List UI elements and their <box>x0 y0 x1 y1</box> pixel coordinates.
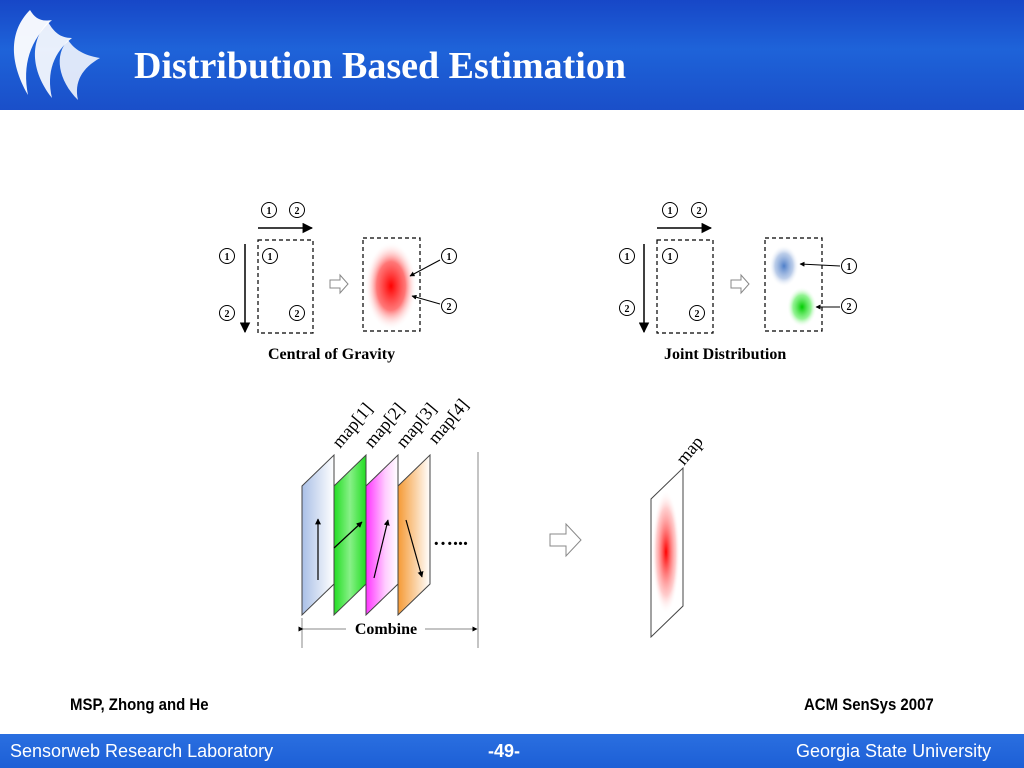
pointer-arrow <box>799 261 841 267</box>
slide-title: Distribution Based Estimation <box>134 45 626 87</box>
sensor-grid-box <box>257 239 314 334</box>
node-x2: 2 <box>691 202 707 218</box>
page-number: -49- <box>488 741 521 761</box>
central-of-gravity-panel: 1 2 1 2 1 2 1 2 <box>219 202 457 334</box>
node-x2: 2 <box>289 202 305 218</box>
node-x1: 1 <box>261 202 277 218</box>
map-layer-4 <box>397 453 431 617</box>
map-stack: map[1] map[2] map[3] map[4] …... Combine… <box>298 395 707 648</box>
result-map-label: map <box>672 432 707 469</box>
arrow-right-icon <box>730 273 750 295</box>
green-distribution-blob <box>787 287 817 327</box>
svg-text:2: 2 <box>225 309 230 320</box>
gsu-flame-logo <box>13 10 100 100</box>
svg-text:1: 1 <box>625 252 630 263</box>
title-bar: Distribution Based Estimation <box>0 0 1024 110</box>
track-arrow <box>373 519 390 579</box>
node-target-2: 2 <box>441 298 457 314</box>
node-y1: 1 <box>619 248 635 264</box>
track-arrow <box>333 521 363 549</box>
svg-text:2: 2 <box>695 309 700 320</box>
pointer-arrow <box>411 294 441 305</box>
combine-label: Combine <box>355 621 417 638</box>
node-inner-1: 1 <box>262 248 278 264</box>
map-layer-2 <box>333 453 367 617</box>
arrow-right-icon <box>549 522 582 558</box>
blue-distribution-blob <box>769 245 799 287</box>
caption-central-of-gravity: Central of Gravity <box>268 346 396 363</box>
map-layer-3 <box>365 453 399 617</box>
node-y1: 1 <box>219 248 235 264</box>
node-target-2: 2 <box>841 298 857 314</box>
svg-text:2: 2 <box>447 302 452 313</box>
svg-text:2: 2 <box>697 206 702 217</box>
svg-text:1: 1 <box>668 252 673 263</box>
node-inner-2: 2 <box>689 305 705 321</box>
svg-text:2: 2 <box>295 206 300 217</box>
svg-text:2: 2 <box>625 304 630 315</box>
svg-text:1: 1 <box>447 252 452 263</box>
authors-note: MSP, Zhong and He <box>70 695 209 714</box>
estimation-diagram: 1 2 1 2 1 2 1 2 1 2 1 2 1 2 1 2 <box>219 202 857 648</box>
node-inner-1: 1 <box>662 248 678 264</box>
svg-text:1: 1 <box>225 252 230 263</box>
pointer-arrow <box>409 259 441 277</box>
node-target-1: 1 <box>841 258 857 274</box>
sensor-grid-box <box>656 239 714 334</box>
estimate-box <box>362 237 421 332</box>
conference-note: ACM SenSys 2007 <box>804 695 934 714</box>
node-x1: 1 <box>662 202 678 218</box>
ellipsis: …... <box>433 528 468 550</box>
lab-name: Sensorweb Research Laboratory <box>10 741 274 761</box>
node-inner-2: 2 <box>289 305 305 321</box>
svg-text:1: 1 <box>267 206 272 217</box>
node-y2: 2 <box>619 300 635 316</box>
svg-text:1: 1 <box>268 252 273 263</box>
node-y2: 2 <box>219 305 235 321</box>
footer-bar <box>0 734 1024 768</box>
joint-distribution-panel: 1 2 1 2 1 2 1 2 <box>619 202 857 334</box>
arrow-right-icon <box>329 273 349 295</box>
red-distribution-blob <box>365 242 417 330</box>
svg-text:2: 2 <box>295 309 300 320</box>
svg-text:1: 1 <box>668 206 673 217</box>
red-distribution-blob <box>652 490 680 614</box>
estimate-box <box>764 237 823 332</box>
university-name: Georgia State University <box>796 741 992 761</box>
svg-text:2: 2 <box>847 302 852 313</box>
node-target-1: 1 <box>441 248 457 264</box>
svg-text:1: 1 <box>847 262 852 273</box>
track-arrow <box>405 519 424 578</box>
caption-joint-distribution: Joint Distribution <box>664 346 787 363</box>
